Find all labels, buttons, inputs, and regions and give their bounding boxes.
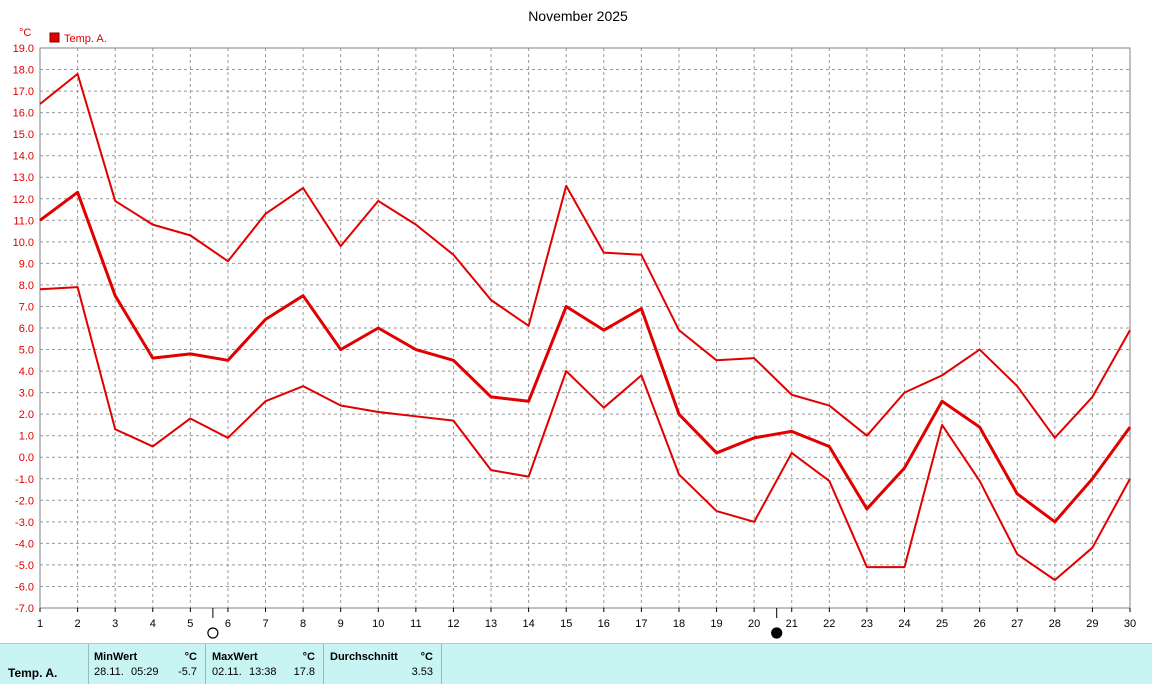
x-tick-label: 7: [262, 618, 268, 630]
x-tick-label: 13: [485, 618, 497, 630]
y-tick-label: 1.0: [19, 431, 34, 443]
stats-max-unit: °C: [302, 651, 315, 663]
y-tick-label: -3.0: [15, 517, 34, 529]
x-tick-label: 22: [823, 618, 835, 630]
series-line-min: [39, 286, 1131, 581]
stats-avg-value: 3.53: [411, 666, 433, 678]
legend-label: Temp. A.: [64, 33, 107, 45]
temperature-chart: November 2025 °C Temp. A. 19.018.017.016…: [13, 8, 1136, 639]
y-tick-label: 18.0: [13, 65, 34, 77]
x-tick-label: 2: [75, 618, 81, 630]
y-tick-label: 12.0: [13, 194, 34, 206]
y-tick-label: -4.0: [15, 538, 34, 550]
y-tick-label: 15.0: [13, 129, 34, 141]
x-tick-label: 8: [300, 618, 306, 630]
series-line-avg: [39, 190, 1132, 524]
x-tick-label: 19: [710, 618, 722, 630]
stats-row-label-cell: Temp. A.: [0, 644, 89, 684]
y-tick-label: 17.0: [13, 86, 34, 98]
stats-min-unit: °C: [184, 651, 197, 663]
x-tick-label: 10: [372, 618, 384, 630]
x-axis-ticks: 1 2 3 4 5 6 7 8 9 10 11 12 13 14 15 16 17 18 19 20 21 22 23 24 2…: [37, 608, 1136, 630]
stats-avg-unit: °C: [420, 651, 433, 663]
y-axis-ticks: 19.0 18.0 17.0 16.0 15.0 14.0 13.0 12.0 11.0 10.0…: [13, 43, 34, 615]
x-tick-label: 18: [673, 618, 685, 630]
legend-swatch: [49, 32, 60, 43]
stats-avg-header: Durchschnitt: [330, 651, 398, 663]
full-moon-icon: [207, 627, 219, 639]
y-tick-label: 13.0: [13, 172, 34, 184]
x-tick-label: 28: [1049, 618, 1061, 630]
y-tick-label: 8.0: [19, 280, 34, 292]
new-moon-icon: [771, 627, 783, 639]
stats-min-value: -5.7: [178, 666, 197, 678]
x-tick-label: 30: [1124, 618, 1136, 630]
y-tick-label: -1.0: [15, 474, 34, 486]
x-tick-label: 1: [37, 618, 43, 630]
y-tick-label: 4.0: [19, 366, 34, 378]
y-tick-label: 3.0: [19, 388, 34, 400]
stats-min-date: 28.11.: [94, 666, 124, 678]
x-tick-label: 25: [936, 618, 948, 630]
x-tick-label: 9: [338, 618, 344, 630]
y-tick-label: 5.0: [19, 345, 34, 357]
y-tick-label: 0.0: [19, 452, 34, 464]
y-tick-label: -6.0: [15, 581, 34, 593]
y-tick-label: -7.0: [15, 603, 34, 615]
chart-title: November 2025: [528, 8, 628, 24]
stats-max-cell: MaxWert °C 02.11. 13:38 17.8: [206, 644, 324, 684]
series-line-max: [39, 72, 1131, 439]
y-tick-label: 7.0: [19, 301, 34, 313]
stats-min-time: 05:29: [131, 666, 159, 678]
y-axis-unit-label: °C: [19, 27, 31, 39]
x-tick-label: 27: [1011, 618, 1023, 630]
stats-min-header: MinWert: [94, 651, 138, 663]
x-tick-label: 17: [635, 618, 647, 630]
x-tick-label: 21: [786, 618, 798, 630]
y-tick-label: -2.0: [15, 495, 34, 507]
y-tick-label: 10.0: [13, 237, 34, 249]
stats-max-value: 17.8: [293, 666, 315, 678]
x-tick-label: 6: [225, 618, 231, 630]
x-tick-label: 5: [187, 618, 193, 630]
y-tick-label: 6.0: [19, 323, 34, 335]
x-tick-label: 3: [112, 618, 118, 630]
y-tick-label: 19.0: [13, 43, 34, 55]
moon-markers: [207, 608, 783, 639]
stats-panel: Temp. A. MinWert °C 28.11. 05:29 -5.7 Ma…: [0, 643, 1152, 684]
grid: [39, 47, 1131, 609]
y-tick-label: 16.0: [13, 108, 34, 120]
x-tick-label: 4: [150, 618, 156, 630]
x-tick-label: 14: [522, 618, 534, 630]
x-tick-label: 26: [974, 618, 986, 630]
y-tick-label: 2.0: [19, 409, 34, 421]
stats-max-header: MaxWert: [212, 651, 258, 663]
x-tick-label: 15: [560, 618, 572, 630]
y-tick-label: 9.0: [19, 258, 34, 270]
x-tick-label: 29: [1086, 618, 1098, 630]
stats-max-time: 13:38: [249, 666, 277, 678]
y-tick-label: 11.0: [13, 215, 34, 227]
x-tick-label: 23: [861, 618, 873, 630]
plot-frame: [39, 47, 1131, 609]
x-tick-label: 12: [447, 618, 459, 630]
stats-min-cell: MinWert °C 28.11. 05:29 -5.7: [89, 644, 206, 684]
x-tick-label: 24: [898, 618, 910, 630]
x-tick-label: 16: [598, 618, 610, 630]
stats-avg-cell: Durchschnitt °C 3.53: [324, 644, 442, 684]
y-tick-label: -5.0: [15, 560, 34, 572]
stats-row-label: Temp. A.: [8, 666, 58, 680]
stats-max-date: 02.11.: [212, 666, 242, 678]
y-tick-label: 14.0: [13, 151, 34, 163]
x-tick-label: 20: [748, 618, 760, 630]
x-tick-label: 11: [410, 618, 421, 630]
series-lines: [39, 72, 1132, 581]
